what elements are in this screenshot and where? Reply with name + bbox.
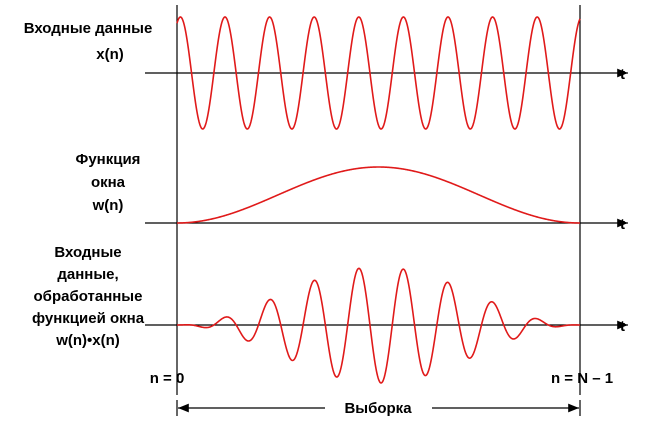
panel-label: Входные данные [24, 20, 153, 37]
window-function [177, 166, 580, 224]
axis-label: t [620, 66, 625, 83]
panel-label: обработанные [34, 288, 143, 305]
panel-label: Входные [54, 244, 121, 261]
panel-label: Функция [76, 151, 141, 168]
panel-label: w(n) [92, 197, 124, 214]
marker-label: n = N – 1 [551, 370, 613, 387]
marker-label: n = 0 [150, 370, 185, 387]
input-signal [176, 16, 581, 130]
panel-label: функцией окна [32, 310, 145, 327]
panel-label: x(n) [96, 46, 124, 63]
windowed-signal [177, 267, 580, 384]
axis-label: t [620, 216, 625, 233]
panel-label: w(n)•x(n) [55, 332, 120, 349]
span-label: Выборка [344, 400, 412, 417]
axis-label: t [620, 318, 625, 335]
panel-label: данные, [57, 266, 118, 283]
panel-label: окна [91, 174, 126, 191]
